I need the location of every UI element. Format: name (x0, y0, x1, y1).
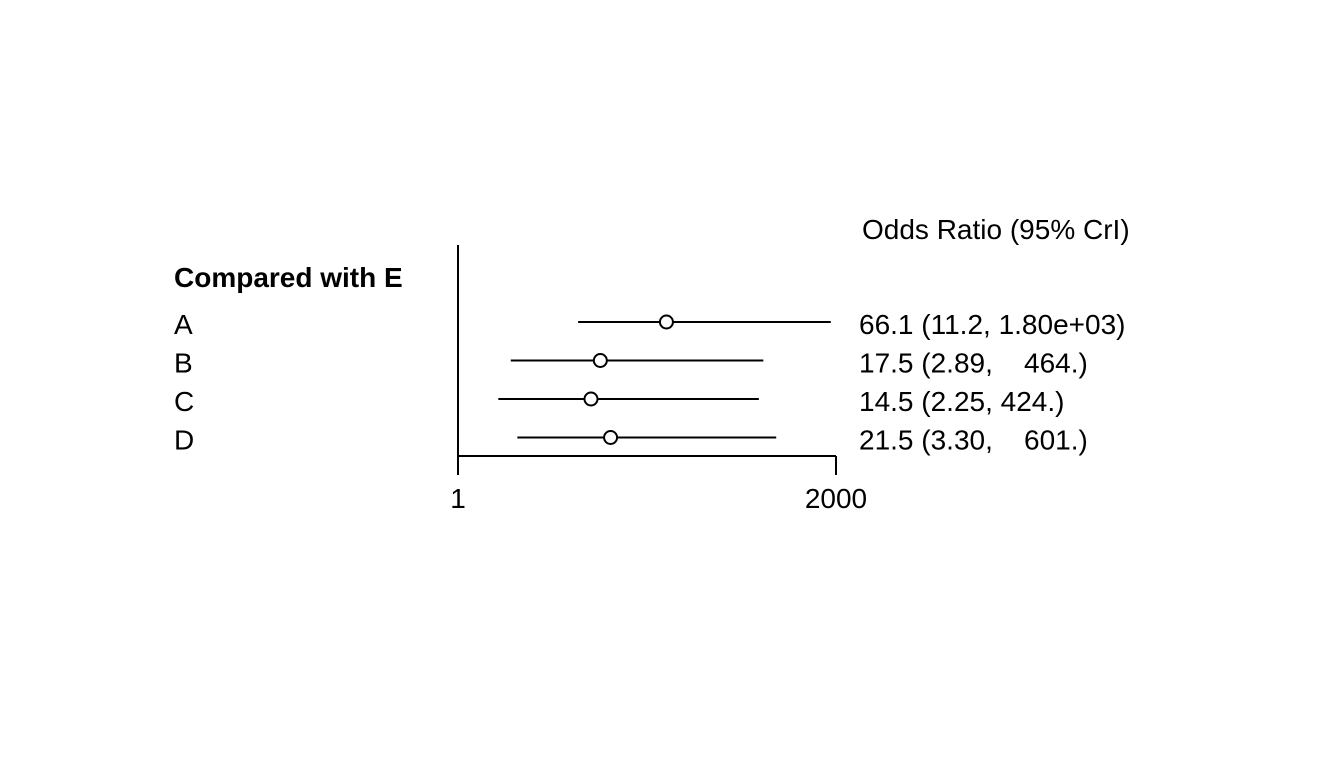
point-estimate (592, 353, 608, 368)
group-header: Compared with E (174, 262, 403, 293)
ci-text: 17.5 (2.89, 464.) (859, 348, 1088, 379)
forest-row: D 21.5 (3.30, 601.) (174, 425, 1088, 456)
ci-text: 21.5 (3.30, 601.) (859, 425, 1088, 456)
x-tick-label: 1 (450, 483, 466, 514)
forest-row: C 14.5 (2.25, 424.) (174, 386, 1064, 417)
column-header: Odds Ratio (95% CrI) (862, 214, 1130, 245)
forest-row: B 17.5 (2.89, 464.) (174, 348, 1088, 379)
row-label: A (174, 309, 193, 340)
point-estimate (658, 314, 674, 330)
point-estimate (603, 430, 619, 445)
row-label: C (174, 386, 194, 417)
row-label: D (174, 425, 194, 456)
row-label: B (174, 348, 193, 379)
point-estimate (583, 391, 599, 407)
forest-row: A 66.1 (11.2, 1.80e+03) (174, 309, 1125, 340)
ci-text: 14.5 (2.25, 424.) (859, 386, 1064, 417)
ci-text: 66.1 (11.2, 1.80e+03) (859, 309, 1125, 340)
x-tick-label: 2000 (805, 483, 867, 514)
x-axis-ticks: 1 2000 (450, 456, 867, 514)
forest-rows: A 66.1 (11.2, 1.80e+03) B 17.5 (2.89, 464.)… (174, 309, 1125, 456)
